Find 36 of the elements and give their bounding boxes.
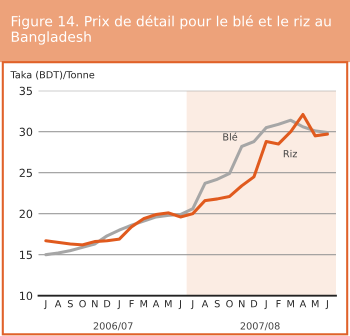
- y-tick-label: 15: [20, 250, 32, 260]
- y-tick-label: 30: [20, 128, 32, 136]
- x-tick-label: J: [190, 300, 194, 310]
- text: 2007/08: [240, 322, 280, 330]
- series-label: Blé: [223, 132, 238, 141]
- x-tick-label: S: [68, 300, 73, 308]
- x-tick-label: D: [251, 300, 258, 308]
- x-tick-label: M: [312, 300, 318, 308]
- x-tick-label: O: [226, 300, 233, 308]
- x-tick-label: A: [54, 300, 62, 308]
- x-tick-label: N: [239, 300, 244, 308]
- x-tick-label: F: [276, 300, 281, 308]
- series-label: Riz: [284, 150, 297, 158]
- y-tick-label: 10: [20, 292, 32, 300]
- x-tick-label: O: [79, 300, 86, 308]
- x-tick-label: M: [287, 300, 294, 308]
- chart-title: Figure 14. Prix de détail pour le blé et le riz au Bangladesh: [12, 15, 331, 45]
- x-tick-label: A: [152, 300, 160, 308]
- x-tick-label: J: [325, 300, 328, 310]
- x-tick-label: J: [264, 300, 267, 310]
- x-tick-label: A: [300, 300, 306, 308]
- x-tick-label: M: [140, 300, 148, 308]
- y-tick-label: 35: [20, 86, 32, 96]
- x-tick-label: F: [130, 300, 134, 308]
- x-tick-label: A: [202, 300, 208, 308]
- x-tick-label: J: [44, 300, 46, 310]
- x-tick-label: D: [104, 300, 110, 308]
- x-tick-label: M: [165, 300, 172, 308]
- y-tick-label: 25: [20, 168, 32, 178]
- y-tick-label: 20: [20, 210, 32, 218]
- x-tick-label: J: [117, 300, 120, 310]
- x-tick-label: J: [178, 300, 181, 310]
- x-tick-label: S: [214, 300, 220, 308]
- y-axis-title: Taka (BDT)/Tonne: [10, 70, 94, 80]
- x-tick-label: N: [92, 300, 98, 308]
- text: 2006/07: [94, 322, 133, 330]
